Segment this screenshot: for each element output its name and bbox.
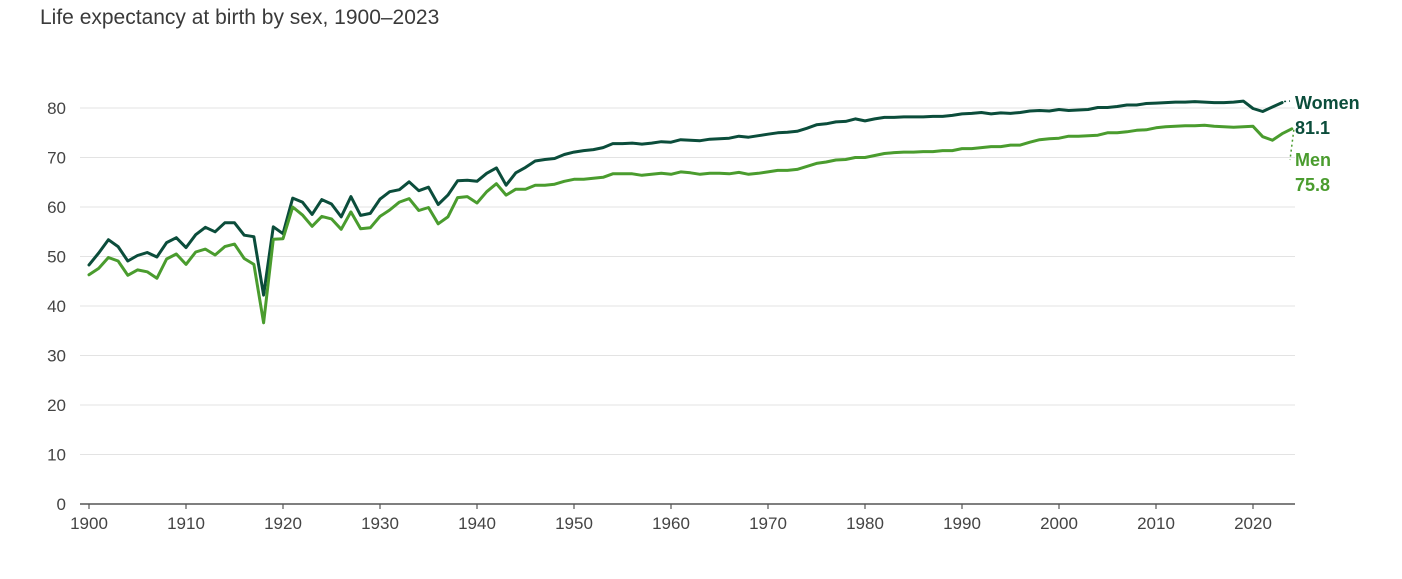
x-tick-1970: 1970 xyxy=(749,514,787,533)
women-leader-line xyxy=(1284,100,1291,103)
y-tick-60: 60 xyxy=(47,198,66,217)
y-tick-0: 0 xyxy=(57,495,66,514)
y-tick-50: 50 xyxy=(47,248,66,267)
y-tick-70: 70 xyxy=(47,149,66,168)
series-line-men xyxy=(87,123,1294,325)
x-tick-2020: 2020 xyxy=(1234,514,1272,533)
y-tick-40: 40 xyxy=(47,297,66,316)
x-tick-1950: 1950 xyxy=(555,514,593,533)
grid-lines xyxy=(80,107,1295,455)
x-tick-1920: 1920 xyxy=(264,514,302,533)
women-label: Women xyxy=(1295,93,1360,113)
x-tick-1940: 1940 xyxy=(458,514,496,533)
x-tick-1960: 1960 xyxy=(652,514,690,533)
y-tick-30: 30 xyxy=(47,347,66,366)
y-tick-labels: 0 10 20 30 40 50 60 70 80 xyxy=(47,99,66,514)
series-line-women xyxy=(87,99,1284,297)
x-tick-1980: 1980 xyxy=(846,514,884,533)
series-lines xyxy=(87,99,1294,325)
y-tick-80: 80 xyxy=(47,99,66,118)
women-end-value: 81.1 xyxy=(1295,118,1330,138)
men-leader-line xyxy=(1289,129,1295,161)
y-tick-20: 20 xyxy=(47,396,66,415)
men-end-value: 75.8 xyxy=(1295,175,1330,195)
x-tick-labels: 1900 1910 1920 1930 1940 1950 1960 1970 1980 1990… xyxy=(70,504,1272,533)
end-labels: Women 81.1 Men 75.8 xyxy=(1284,93,1360,195)
x-tick-1900: 1900 xyxy=(70,514,108,533)
x-tick-1910: 1910 xyxy=(167,514,205,533)
x-tick-2000: 2000 xyxy=(1040,514,1078,533)
x-tick-2010: 2010 xyxy=(1137,514,1175,533)
chart-title: Life expectancy at birth by sex, 1900–20… xyxy=(40,6,440,29)
x-tick-1990: 1990 xyxy=(943,514,981,533)
y-tick-10: 10 xyxy=(47,446,66,465)
men-label: Men xyxy=(1295,150,1331,170)
x-tick-1930: 1930 xyxy=(361,514,399,533)
